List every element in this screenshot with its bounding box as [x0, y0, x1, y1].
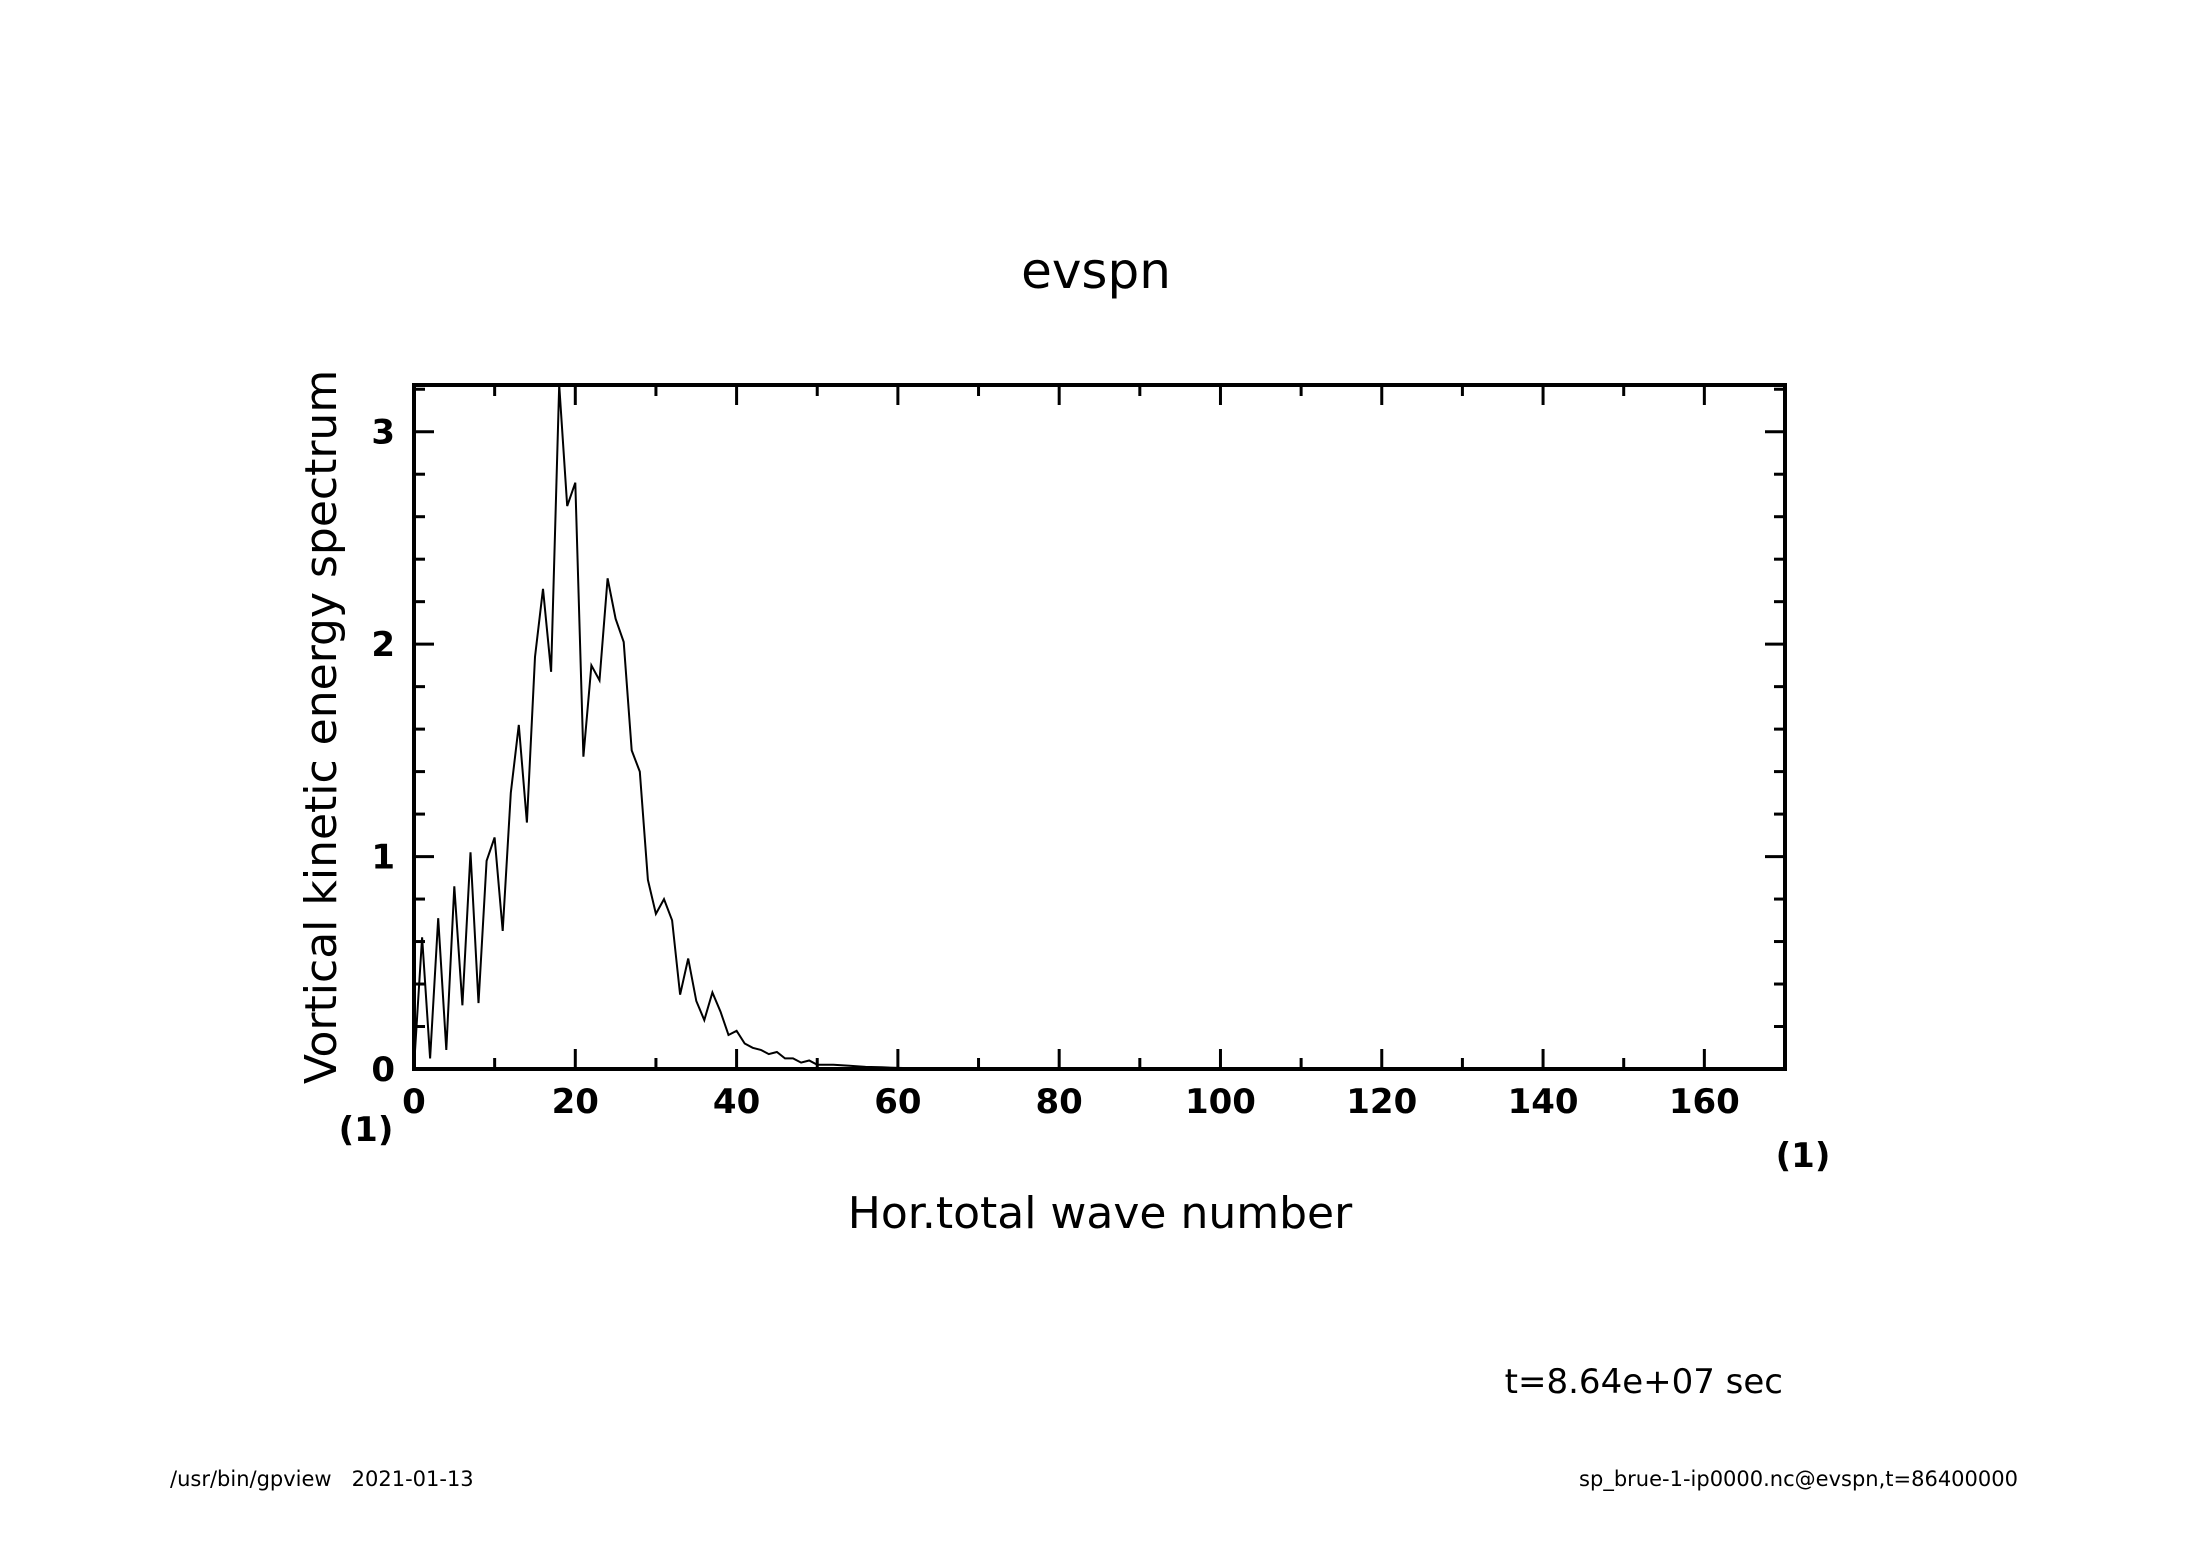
x-tick-label: 0 [402, 1082, 426, 1122]
x-axis-unit: (1) [1776, 1136, 1831, 1176]
x-tick-label: 40 [713, 1082, 760, 1122]
x-tick-label: 100 [1185, 1082, 1256, 1122]
x-tick-label: 60 [874, 1082, 921, 1122]
footer-left: /usr/bin/gpview 2021-01-13 [170, 1467, 474, 1491]
y-axis-unit: (1) [339, 1110, 394, 1150]
x-tick-label: 20 [552, 1082, 599, 1122]
series-line [413, 384, 1785, 1070]
x-tick-label: 80 [1036, 1082, 1083, 1122]
y-axis-tick-labels: 0 1 2 3 [371, 413, 395, 1090]
x-tick-label: 160 [1669, 1082, 1740, 1122]
x-axis-label: Hor.total wave number [848, 1188, 1353, 1239]
y-tick-label: 1 [371, 838, 395, 878]
y-axis-label: Vortical kinetic energy spectrum [296, 370, 347, 1084]
x-tick-label: 140 [1508, 1082, 1579, 1122]
footer-right: sp_brue-1-ip0000.nc@evspn,t=86400000 [1579, 1467, 2018, 1492]
time-annotation: t=8.64e+07 sec [1505, 1362, 1783, 1402]
y-axis-ticks [414, 387, 1785, 1071]
x-tick-label: 120 [1346, 1082, 1417, 1122]
plot-frame [412, 383, 1787, 1071]
x-axis-ticks [412, 385, 1787, 1069]
y-tick-label: 3 [371, 413, 395, 453]
y-tick-label: 0 [371, 1050, 395, 1090]
x-axis-tick-labels: 0 20 40 60 80 100 120 140 160 [402, 1082, 1740, 1122]
chart-title: evspn [1021, 242, 1171, 300]
y-tick-label: 2 [371, 625, 395, 665]
